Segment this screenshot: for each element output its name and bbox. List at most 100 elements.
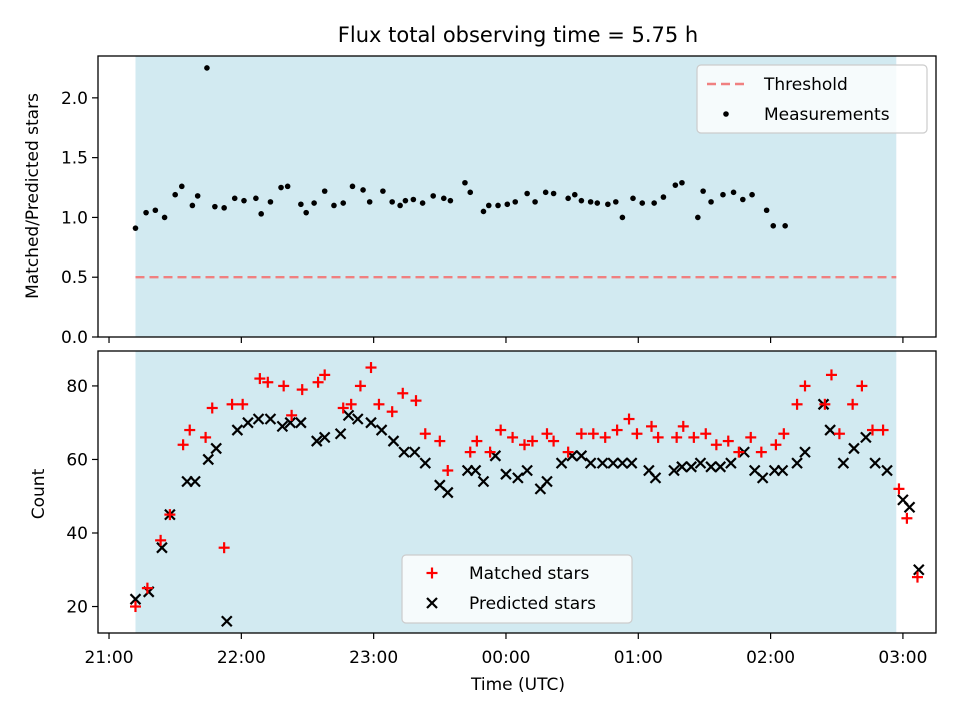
matched-star-point	[623, 413, 635, 425]
matched-star-point	[562, 446, 574, 458]
measurement-point	[770, 222, 777, 229]
matched-star-point	[471, 435, 483, 447]
predicted-star-point	[512, 472, 524, 484]
matched-star-point	[365, 362, 377, 374]
measurement-point	[495, 202, 501, 209]
matched-star-point	[847, 398, 859, 410]
predicted-star-point	[408, 446, 421, 458]
matched-star-point	[541, 428, 553, 440]
measurement-point	[532, 199, 538, 205]
predicted-star-point	[310, 435, 323, 447]
measurement-point	[619, 214, 626, 221]
predicted-star-point	[776, 464, 789, 477]
predicted-stars-points	[129, 398, 925, 628]
matched-star-point	[745, 431, 757, 443]
predicted-star-point	[705, 461, 717, 473]
matched-star-point	[575, 428, 587, 440]
measurement-point	[720, 191, 726, 198]
matched-star-point	[677, 420, 689, 432]
measurement-point	[512, 199, 519, 205]
predicted-star-point	[129, 593, 142, 605]
measurement-point	[267, 199, 274, 205]
measurement-point	[402, 197, 409, 204]
measurement-point	[231, 195, 238, 202]
predicted-star-point	[714, 461, 727, 473]
x-tick-label: 00:00	[481, 648, 530, 668]
count-plot-frame	[97, 350, 937, 634]
legend-matched-marker	[426, 567, 438, 579]
measurement-point	[782, 222, 788, 229]
legend-predicted-label: Predicted stars	[469, 594, 596, 614]
measurement-point	[194, 193, 201, 199]
matched-star-point	[866, 424, 878, 436]
y-tick-label: 1.5	[61, 149, 88, 169]
matched-star-point	[206, 402, 218, 414]
predicted-star-point	[584, 457, 597, 469]
predicted-star-point	[848, 442, 860, 455]
measurement-point	[524, 190, 530, 197]
ratio-legend: Threshold Measurements	[696, 64, 928, 134]
predicted-star-point	[869, 457, 881, 469]
measurement-point	[172, 191, 178, 198]
predicted-star-point	[596, 457, 609, 469]
matched-star-point	[631, 428, 643, 440]
x-tick-label: 23:00	[349, 648, 398, 668]
y-tick-label: 0.0	[61, 328, 88, 348]
measurement-point	[679, 179, 685, 186]
predicted-star-point	[649, 472, 662, 484]
matched-star-point	[254, 373, 266, 385]
measurement-point	[161, 214, 168, 221]
matched-star-point	[177, 439, 189, 451]
predicted-star-point	[252, 413, 265, 425]
measurement-point	[730, 189, 737, 196]
measurement-point	[550, 190, 557, 197]
matched-star-point	[200, 431, 212, 443]
predicted-star-point	[799, 446, 811, 458]
chart-title: Flux total observing time = 5.75 h	[338, 23, 698, 47]
measurement-point	[571, 191, 578, 198]
measurement-point	[132, 225, 139, 231]
measurement-point	[380, 188, 386, 194]
matched-star-point	[722, 435, 734, 447]
matched-star-point	[164, 509, 176, 521]
predicted-star-point	[469, 464, 482, 477]
matched-star-point	[226, 398, 238, 410]
predicted-star-point	[210, 442, 222, 455]
matched-star-point	[877, 424, 889, 436]
measurement-point	[397, 202, 403, 209]
predicted-star-point	[318, 431, 331, 444]
matched-star-point	[587, 428, 599, 440]
predicted-star-point	[342, 409, 355, 422]
measurement-point	[700, 188, 706, 194]
legend-plus-glyph	[426, 567, 438, 579]
predicted-star-point	[189, 475, 201, 488]
predicted-star-point	[264, 413, 277, 425]
x-tick-label: 02:00	[746, 648, 795, 668]
count-y-axis-label: Count	[29, 468, 49, 519]
measurement-point	[389, 199, 395, 205]
measurement-point	[480, 208, 487, 215]
count-legend-box	[401, 554, 633, 624]
predicted-star-point	[521, 464, 533, 477]
matched-star-point	[278, 380, 290, 392]
matched-star-point	[819, 398, 831, 410]
predicted-star-point	[477, 475, 490, 488]
measurement-point	[578, 197, 585, 204]
legend-measurements-label: Measurements	[764, 105, 890, 125]
matched-star-point	[442, 464, 454, 476]
measurement-point	[284, 183, 291, 190]
predicted-star-point	[398, 446, 410, 458]
matched-star-point	[688, 431, 700, 443]
legend-threshold-label: Threshold	[763, 75, 848, 95]
matched-star-point	[599, 431, 611, 443]
measurement-point	[298, 201, 304, 208]
x-tick-label: 03:00	[878, 648, 927, 668]
y-tick-label: 1.0	[61, 208, 88, 228]
legend-matched-label: Matched stars	[469, 564, 589, 584]
predicted-star-point	[694, 457, 707, 469]
measurement-point	[241, 197, 247, 204]
measurement-point	[366, 199, 373, 205]
matched-stars-points	[129, 362, 923, 613]
x-tick-label: 22:00	[217, 648, 266, 668]
matched-star-point	[901, 512, 913, 524]
